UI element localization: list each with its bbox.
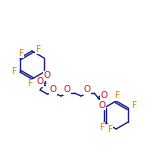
Text: F: F: [28, 79, 33, 88]
Text: F: F: [131, 100, 136, 109]
Text: O: O: [37, 78, 44, 86]
Text: O: O: [84, 85, 91, 95]
Text: O: O: [50, 85, 57, 95]
Text: F: F: [18, 48, 23, 57]
Text: F: F: [108, 124, 113, 133]
Text: O: O: [99, 100, 106, 109]
Text: O: O: [101, 92, 108, 100]
Text: F: F: [11, 67, 16, 76]
Text: O: O: [64, 85, 71, 95]
Text: O: O: [44, 71, 51, 81]
Text: F: F: [35, 45, 41, 54]
Text: F: F: [115, 92, 120, 100]
Text: F: F: [99, 123, 105, 131]
